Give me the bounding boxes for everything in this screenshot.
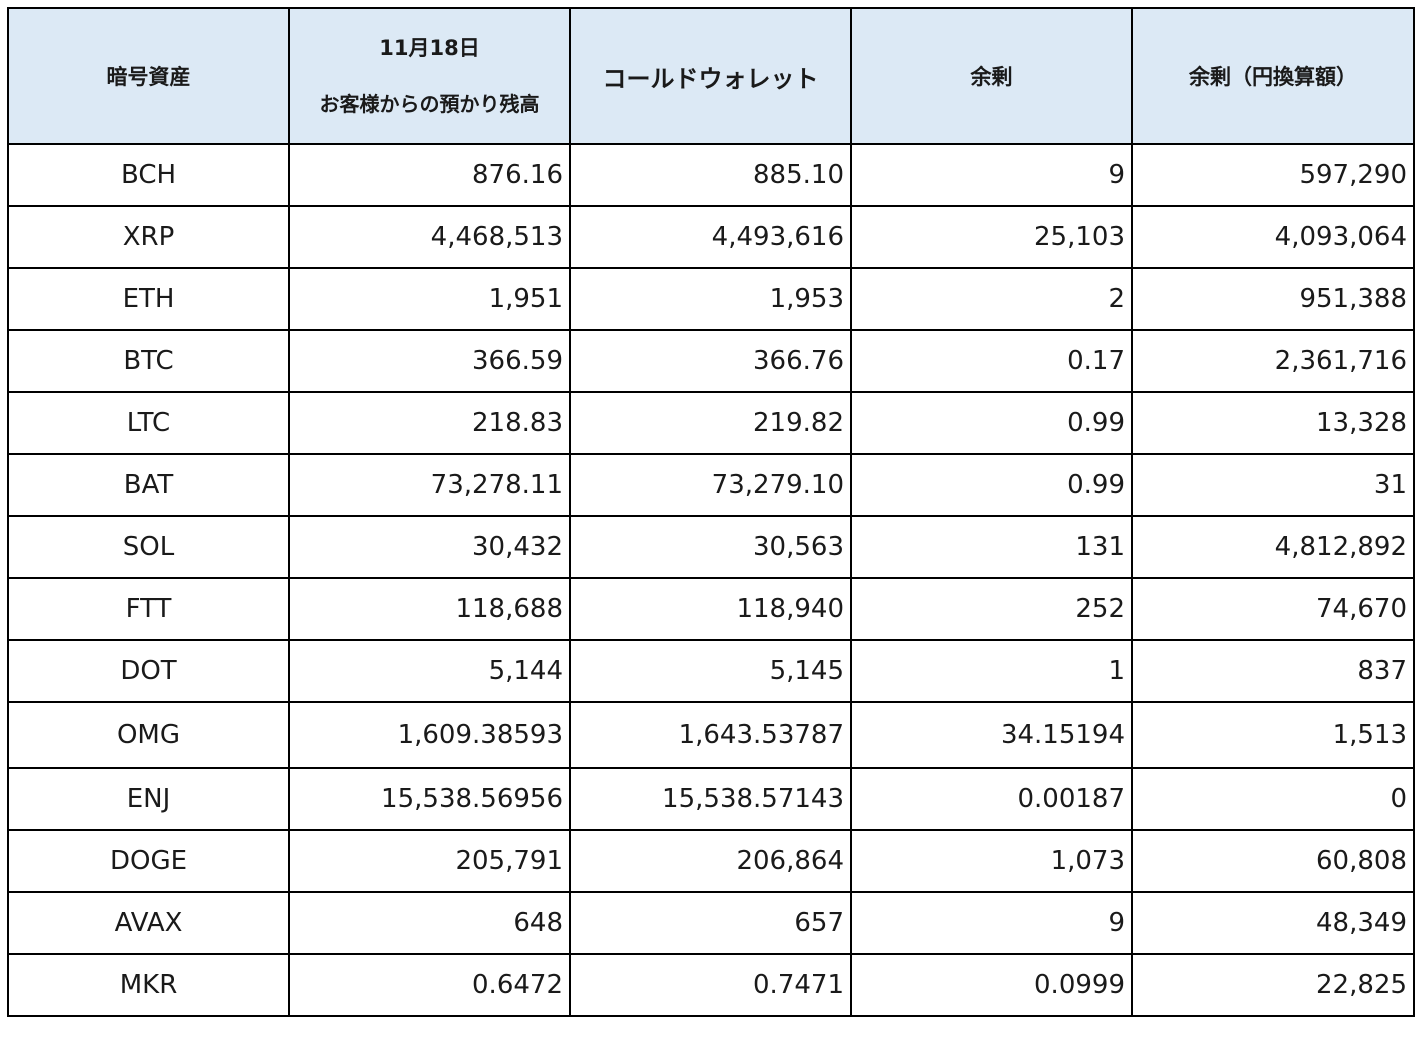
header-cold-wallet: コールドウォレット bbox=[569, 7, 852, 145]
customer-balance-cell: 1,951 bbox=[288, 267, 571, 331]
table-row: BCH 876.16 885.10 9 597,290 bbox=[7, 143, 1415, 207]
customer-balance-cell: 5,144 bbox=[288, 639, 571, 703]
cold-wallet-cell: 30,563 bbox=[569, 515, 852, 579]
surplus-jpy-cell: 60,808 bbox=[1131, 829, 1415, 893]
surplus-jpy-cell: 0 bbox=[1131, 767, 1415, 831]
cold-wallet-cell: 1,953 bbox=[569, 267, 852, 331]
balance-table-container: 暗号資産 11月18日 お客様からの預かり残高 コールドウォレット 余剰 余剰（… bbox=[7, 7, 1415, 1017]
customer-balance-cell: 0.6472 bbox=[288, 953, 571, 1017]
table-row: DOT 5,144 5,145 1 837 bbox=[7, 639, 1415, 703]
surplus-jpy-cell: 48,349 bbox=[1131, 891, 1415, 955]
surplus-cell: 9 bbox=[850, 891, 1133, 955]
cold-wallet-cell: 366.76 bbox=[569, 329, 852, 393]
cold-wallet-cell: 885.10 bbox=[569, 143, 852, 207]
asset-cell: MKR bbox=[7, 953, 290, 1017]
customer-balance-cell: 205,791 bbox=[288, 829, 571, 893]
surplus-jpy-cell: 4,093,064 bbox=[1131, 205, 1415, 269]
asset-cell: FTT bbox=[7, 577, 290, 641]
surplus-cell: 1 bbox=[850, 639, 1133, 703]
header-customer-balance: 11月18日 お客様からの預かり残高 bbox=[288, 7, 571, 145]
asset-cell: BAT bbox=[7, 453, 290, 517]
crypto-balance-table: 暗号資産 11月18日 お客様からの預かり残高 コールドウォレット 余剰 余剰（… bbox=[7, 7, 1415, 1017]
surplus-cell: 2 bbox=[850, 267, 1133, 331]
asset-cell: BCH bbox=[7, 143, 290, 207]
surplus-jpy-cell: 2,361,716 bbox=[1131, 329, 1415, 393]
surplus-cell: 9 bbox=[850, 143, 1133, 207]
customer-balance-cell: 4,468,513 bbox=[288, 205, 571, 269]
header-surplus: 余剰 bbox=[850, 7, 1133, 145]
asset-cell: BTC bbox=[7, 329, 290, 393]
customer-balance-cell: 366.59 bbox=[288, 329, 571, 393]
surplus-jpy-cell: 1,513 bbox=[1131, 701, 1415, 769]
header-surplus-jpy: 余剰（円換算額） bbox=[1131, 7, 1415, 145]
surplus-jpy-cell: 13,328 bbox=[1131, 391, 1415, 455]
table-row: AVAX 648 657 9 48,349 bbox=[7, 891, 1415, 955]
cold-wallet-cell: 4,493,616 bbox=[569, 205, 852, 269]
surplus-cell: 1,073 bbox=[850, 829, 1133, 893]
table-row: BAT 73,278.11 73,279.10 0.99 31 bbox=[7, 453, 1415, 517]
customer-balance-cell: 30,432 bbox=[288, 515, 571, 579]
customer-balance-cell: 118,688 bbox=[288, 577, 571, 641]
header-customer-sub: お客様からの預かり残高 bbox=[319, 91, 540, 116]
surplus-cell: 25,103 bbox=[850, 205, 1133, 269]
customer-balance-cell: 876.16 bbox=[288, 143, 571, 207]
customer-balance-cell: 1,609.38593 bbox=[288, 701, 571, 769]
surplus-cell: 0.17 bbox=[850, 329, 1133, 393]
asset-cell: LTC bbox=[7, 391, 290, 455]
cold-wallet-cell: 206,864 bbox=[569, 829, 852, 893]
surplus-cell: 252 bbox=[850, 577, 1133, 641]
cold-wallet-cell: 219.82 bbox=[569, 391, 852, 455]
surplus-cell: 0.00187 bbox=[850, 767, 1133, 831]
surplus-jpy-cell: 597,290 bbox=[1131, 143, 1415, 207]
asset-cell: AVAX bbox=[7, 891, 290, 955]
asset-cell: ENJ bbox=[7, 767, 290, 831]
surplus-cell: 0.0999 bbox=[850, 953, 1133, 1017]
cold-wallet-cell: 73,279.10 bbox=[569, 453, 852, 517]
surplus-jpy-cell: 22,825 bbox=[1131, 953, 1415, 1017]
customer-balance-cell: 73,278.11 bbox=[288, 453, 571, 517]
asset-cell: OMG bbox=[7, 701, 290, 769]
surplus-jpy-cell: 74,670 bbox=[1131, 577, 1415, 641]
table-row: MKR 0.6472 0.7471 0.0999 22,825 bbox=[7, 953, 1415, 1017]
asset-cell: SOL bbox=[7, 515, 290, 579]
table-row: ETH 1,951 1,953 2 951,388 bbox=[7, 267, 1415, 331]
table-header: 暗号資産 11月18日 お客様からの預かり残高 コールドウォレット 余剰 余剰（… bbox=[7, 7, 1415, 145]
table-row: DOGE 205,791 206,864 1,073 60,808 bbox=[7, 829, 1415, 893]
surplus-jpy-cell: 4,812,892 bbox=[1131, 515, 1415, 579]
customer-balance-cell: 218.83 bbox=[288, 391, 571, 455]
cold-wallet-cell: 15,538.57143 bbox=[569, 767, 852, 831]
cold-wallet-cell: 1,643.53787 bbox=[569, 701, 852, 769]
surplus-cell: 0.99 bbox=[850, 453, 1133, 517]
surplus-cell: 34.15194 bbox=[850, 701, 1133, 769]
header-asset: 暗号資産 bbox=[7, 7, 290, 145]
asset-cell: ETH bbox=[7, 267, 290, 331]
surplus-cell: 131 bbox=[850, 515, 1133, 579]
table-row: OMG 1,609.38593 1,643.53787 34.15194 1,513 bbox=[7, 701, 1415, 769]
header-date: 11月18日 bbox=[379, 35, 480, 60]
customer-balance-cell: 15,538.56956 bbox=[288, 767, 571, 831]
table-row: XRP 4,468,513 4,493,616 25,103 4,093,064 bbox=[7, 205, 1415, 269]
surplus-jpy-cell: 837 bbox=[1131, 639, 1415, 703]
asset-cell: DOT bbox=[7, 639, 290, 703]
surplus-cell: 0.99 bbox=[850, 391, 1133, 455]
cold-wallet-cell: 118,940 bbox=[569, 577, 852, 641]
header-row: 暗号資産 11月18日 お客様からの預かり残高 コールドウォレット 余剰 余剰（… bbox=[7, 7, 1415, 145]
cold-wallet-cell: 657 bbox=[569, 891, 852, 955]
table-body: BCH 876.16 885.10 9 597,290 XRP 4,468,513 4,493… bbox=[7, 143, 1415, 1017]
table-row: BTC 366.59 366.76 0.17 2,361,716 bbox=[7, 329, 1415, 393]
table-row: LTC 218.83 219.82 0.99 13,328 bbox=[7, 391, 1415, 455]
cold-wallet-cell: 5,145 bbox=[569, 639, 852, 703]
table-row: FTT 118,688 118,940 252 74,670 bbox=[7, 577, 1415, 641]
asset-cell: XRP bbox=[7, 205, 290, 269]
table-row: SOL 30,432 30,563 131 4,812,892 bbox=[7, 515, 1415, 579]
table-row: ENJ 15,538.56956 15,538.57143 0.00187 0 bbox=[7, 767, 1415, 831]
customer-balance-cell: 648 bbox=[288, 891, 571, 955]
cold-wallet-cell: 0.7471 bbox=[569, 953, 852, 1017]
surplus-jpy-cell: 31 bbox=[1131, 453, 1415, 517]
surplus-jpy-cell: 951,388 bbox=[1131, 267, 1415, 331]
asset-cell: DOGE bbox=[7, 829, 290, 893]
